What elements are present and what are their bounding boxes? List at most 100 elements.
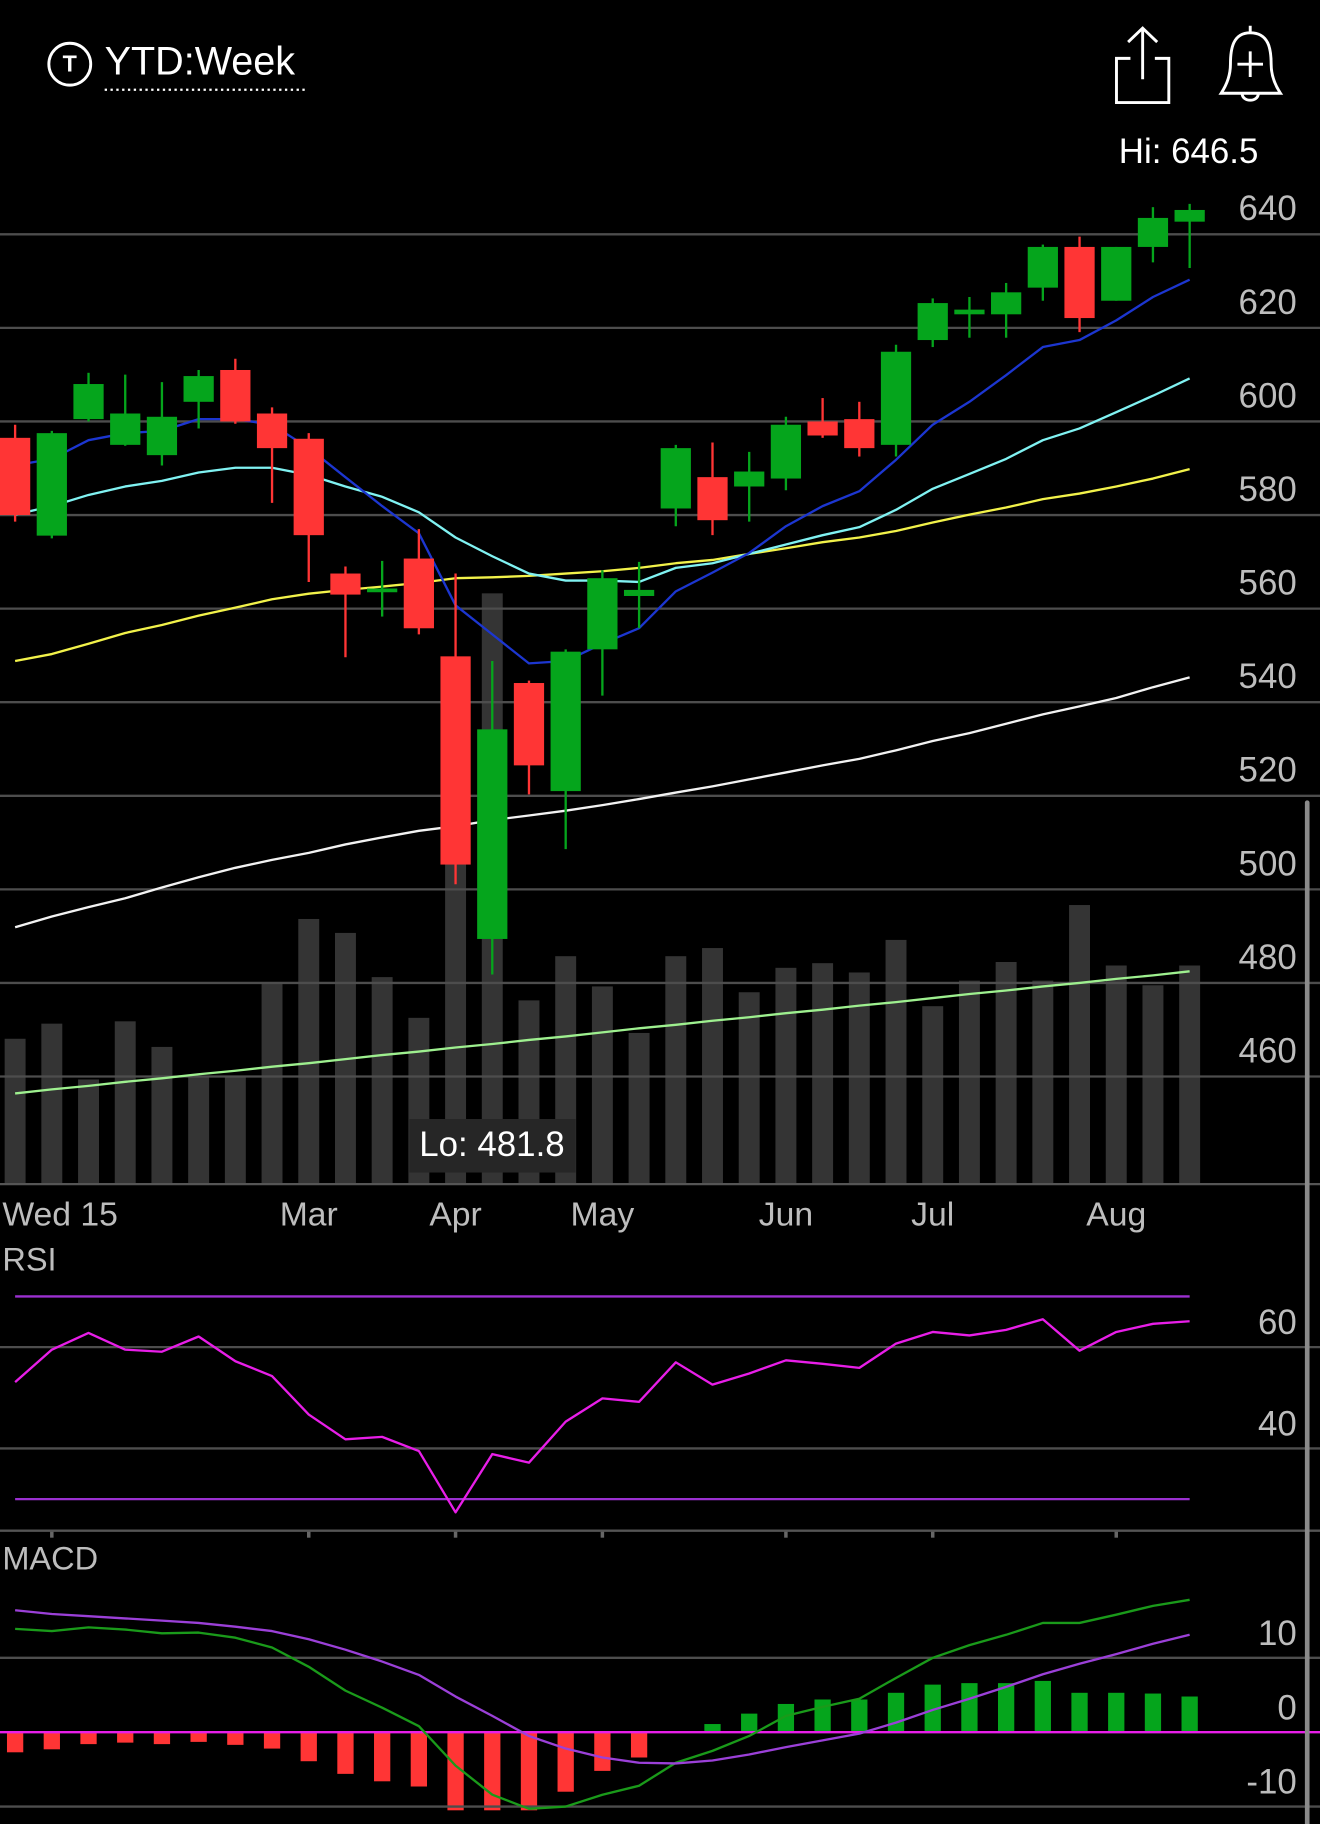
volume-average — [14, 970, 1190, 1095]
candle-body — [36, 433, 67, 536]
volume-bar — [1069, 905, 1091, 1185]
histogram-bar — [1034, 1680, 1051, 1733]
x-tick-label: Jun — [759, 1196, 813, 1234]
volume-bar — [188, 1075, 210, 1185]
share-arrow — [1127, 26, 1159, 80]
x-tick-label: Jul — [911, 1196, 954, 1234]
candle-body — [917, 303, 948, 341]
histogram-bar — [1181, 1696, 1198, 1733]
volume-bar — [114, 1021, 136, 1185]
histogram-bar — [6, 1732, 24, 1753]
candle-body — [1174, 209, 1205, 222]
candle-body — [623, 589, 655, 596]
candle-body — [1137, 217, 1169, 247]
volume-bar — [4, 1038, 26, 1185]
volume-bar — [665, 956, 687, 1185]
bell-details — [1237, 25, 1264, 102]
share-button[interactable] — [1115, 26, 1171, 105]
candle-body — [256, 413, 288, 449]
candle-body — [293, 438, 324, 536]
alert-button[interactable] — [1218, 25, 1284, 102]
candle-body — [330, 573, 361, 595]
volume-bar — [848, 972, 870, 1185]
low-annotation-box — [409, 1119, 576, 1173]
volume-bar — [445, 837, 467, 1185]
histogram-bar — [887, 1692, 905, 1733]
histogram-bar — [814, 1699, 831, 1733]
histogram-bar — [924, 1684, 941, 1733]
panel-title: RSI — [2, 1242, 56, 1278]
candle-body — [220, 369, 251, 422]
volume-bar — [958, 980, 980, 1185]
candle-body — [844, 419, 875, 449]
histogram-bar — [851, 1699, 868, 1733]
volume-bar — [151, 1046, 173, 1185]
volume-bar — [628, 1032, 650, 1185]
bell — [1218, 31, 1284, 95]
range-selector[interactable]: T YTD:Week — [47, 40, 306, 91]
candle-body — [403, 558, 434, 629]
histogram-bar — [630, 1732, 648, 1758]
candle-body — [697, 477, 728, 521]
indicator-line — [15, 1598, 1190, 1810]
ticker-icon — [47, 41, 93, 87]
volume-bar — [224, 1075, 246, 1185]
share-box — [1115, 56, 1171, 105]
candle-body — [477, 729, 508, 939]
range-label: YTD:Week — [105, 40, 296, 84]
volume-bar — [591, 986, 613, 1185]
y-tick-label: 620 — [1239, 283, 1297, 322]
histogram-bar — [43, 1732, 60, 1750]
candle-body — [73, 384, 104, 420]
histogram-bar — [484, 1732, 501, 1811]
volume-bar — [41, 1023, 63, 1185]
y-tick-label: 500 — [1239, 844, 1297, 883]
y-tick-label: 560 — [1239, 564, 1297, 603]
y-tick-label: 640 — [1239, 189, 1297, 228]
candle-body — [991, 292, 1022, 315]
histogram-bar — [997, 1683, 1015, 1733]
histogram-bar — [741, 1713, 758, 1733]
volume-bar — [261, 982, 283, 1185]
y-tick-label: 480 — [1239, 938, 1297, 977]
indicator-line — [14, 676, 1190, 929]
y-tick-label: 540 — [1239, 657, 1297, 696]
histogram-bar — [777, 1703, 795, 1733]
histogram-bar — [961, 1683, 978, 1733]
x-tick-label: Wed 15 — [2, 1196, 118, 1234]
indicator-line — [14, 1318, 1190, 1514]
candle-body — [550, 651, 581, 792]
candle-body — [110, 413, 141, 445]
volume-bar — [298, 918, 320, 1185]
histogram-bar — [337, 1732, 354, 1774]
histogram-bar — [190, 1732, 207, 1742]
histogram-bar — [117, 1732, 134, 1743]
y-tick-label: 520 — [1239, 751, 1297, 790]
y-tick-label: 580 — [1239, 470, 1297, 509]
candle-body — [440, 656, 471, 865]
candle-body — [587, 578, 618, 650]
candle-body — [954, 309, 985, 315]
x-tick-label: Apr — [429, 1196, 481, 1234]
histogram-bar — [1108, 1692, 1125, 1733]
candle-body — [1064, 246, 1095, 319]
volume-bar — [885, 939, 907, 1185]
volume-bar — [702, 948, 723, 1185]
candle-body — [1101, 246, 1132, 301]
volume-bar — [78, 1079, 99, 1185]
y-tick-label: -10 — [1246, 1763, 1296, 1802]
histogram-bar — [227, 1732, 244, 1745]
x-tick-label: Mar — [280, 1196, 338, 1234]
histogram-bar — [594, 1732, 611, 1771]
y-tick-label: 40 — [1258, 1405, 1297, 1444]
histogram-bar — [1071, 1692, 1088, 1733]
histogram-bar — [447, 1732, 464, 1811]
candle-body — [146, 416, 178, 456]
y-tick-label: 0 — [1277, 1688, 1296, 1727]
volume-bar — [1142, 985, 1164, 1185]
histogram-bar — [557, 1732, 574, 1792]
y-tick-label: 600 — [1239, 376, 1297, 415]
